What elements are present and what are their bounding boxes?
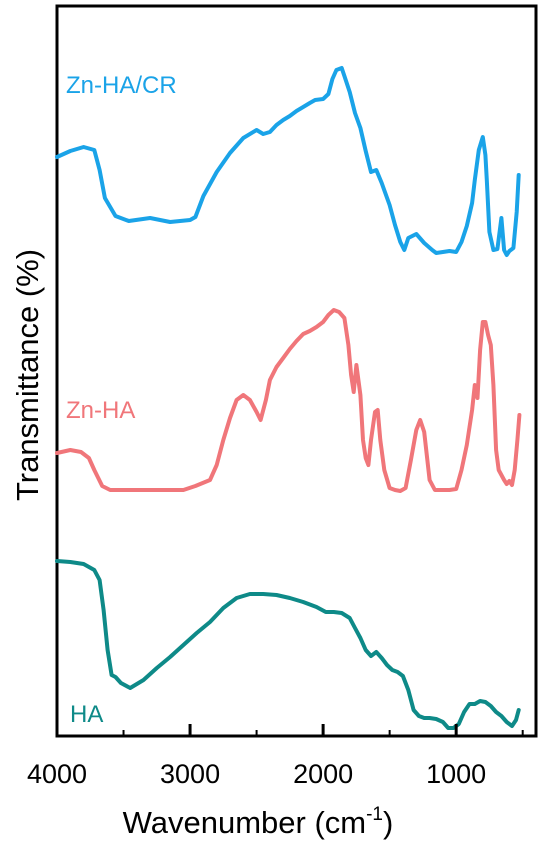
series-line-ha (55, 559, 521, 730)
x-tick-label-1000: 1000 (426, 759, 486, 789)
y-axis-title: Transmittance (%) (10, 249, 45, 501)
series-label-zn-ha: Zn-HA (66, 397, 135, 424)
x-tick-label-2000: 2000 (293, 759, 353, 789)
tick-layer: 4000 3000 2000 1000 (27, 724, 524, 789)
series-line-zn-ha (55, 308, 522, 493)
series-layer (55, 66, 522, 730)
x-axis-title: Wavenumber (cm-1) (123, 804, 394, 840)
x-axis-title-suffix: ) (383, 805, 393, 840)
x-tick-label-4000: 4000 (27, 759, 87, 789)
x-tick-label-3000: 3000 (160, 759, 220, 789)
series-line-zn-ha-cr (55, 66, 521, 257)
plot-frame (55, 4, 538, 738)
series-label-ha: HA (70, 701, 103, 728)
x-axis-title-superscript: -1 (366, 804, 383, 825)
series-label-zn-ha-cr: Zn-HA/CR (66, 72, 177, 99)
x-axis-title-main: Wavenumber (cm (123, 805, 366, 840)
